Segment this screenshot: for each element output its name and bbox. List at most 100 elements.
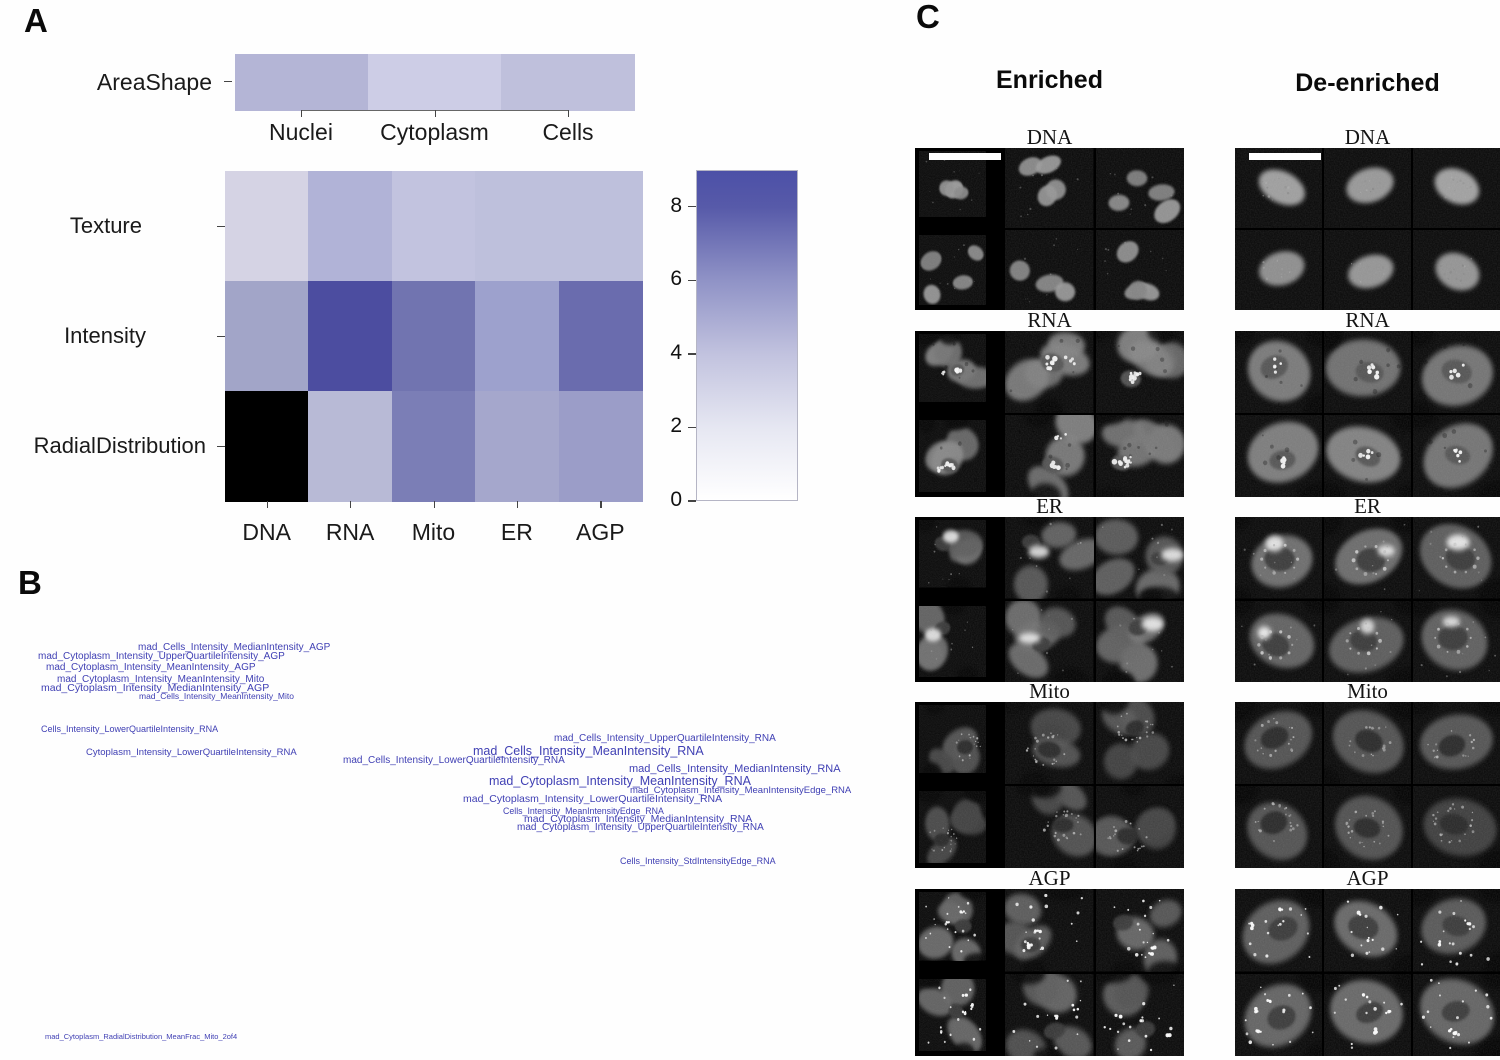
feature-word: Cells_Intensity_LowerQuartileIntensity_R… <box>41 724 219 734</box>
microscopy-image <box>1005 517 1094 599</box>
microscopy-image <box>1235 889 1322 972</box>
microscopy-image <box>1005 973 1094 1056</box>
microscopy-image <box>919 705 987 773</box>
microscopy-image <box>1413 889 1500 972</box>
heatmap-column-label: RNA <box>325 519 375 545</box>
heatmap-bottom-tick <box>266 501 269 508</box>
areashape-column-label: Cytoplasm <box>380 119 489 145</box>
heatmap-cell <box>475 171 560 282</box>
heatmap-left-tick <box>217 446 225 448</box>
microscopy-image <box>1005 600 1094 682</box>
microscopy-image <box>1413 517 1500 599</box>
microscopy-tile <box>1095 148 1184 228</box>
heatmap-column-label: AGP <box>576 519 625 545</box>
heatmap-bottom-tick <box>433 501 435 508</box>
panel-a-letter: A <box>24 2 48 39</box>
microscopy-tile <box>1235 702 1322 784</box>
microscopy-image <box>1413 786 1500 868</box>
microscopy-tile <box>1005 230 1094 310</box>
areashape-heatmap-cell <box>234 54 369 111</box>
channel-label: AGP <box>1346 866 1389 890</box>
microscopy-image <box>1095 973 1184 1056</box>
microscopy-tile <box>915 600 1004 682</box>
microscopy-tile <box>1413 973 1500 1056</box>
microscopy-image <box>1324 889 1411 972</box>
microscopy-image <box>1413 702 1500 784</box>
microscopy-tile <box>915 889 1004 972</box>
colorbar-tick <box>688 426 696 429</box>
microscopy-image <box>1235 331 1322 413</box>
microscopy-image <box>1324 331 1411 413</box>
microscopy-image <box>1324 973 1411 1056</box>
microscopy-image <box>1324 517 1411 599</box>
microscopy-tile <box>1324 517 1411 599</box>
microscopy-tile <box>1413 148 1500 228</box>
microscopy-tile <box>915 702 1004 784</box>
microscopy-image <box>1095 702 1184 784</box>
microscopy-tile <box>1095 889 1184 972</box>
microscopy-tile <box>1324 148 1411 228</box>
microscopy-image <box>919 791 987 863</box>
heatmap-left-tick <box>217 336 225 338</box>
microscopy-tile <box>1324 786 1411 868</box>
feature-word: mad_Cytoplasm_Intensity_MeanIntensity_Mi… <box>57 674 265 685</box>
microscopy-image <box>1095 600 1184 682</box>
channel-label: Mito <box>1347 679 1388 703</box>
microscopy-image <box>1324 230 1411 310</box>
colorbar-tick <box>688 353 696 355</box>
microscopy-image <box>1324 415 1411 497</box>
areashape-heatmap-cell <box>367 54 502 111</box>
areashape-bottom-tick <box>568 110 570 117</box>
heatmap-cell <box>475 281 560 392</box>
areashape-column-label: Cells <box>542 119 594 145</box>
channel-label: RNA <box>1027 308 1072 332</box>
microscopy-tile <box>1413 415 1500 497</box>
microscopy-block-mito-de-enriched <box>1235 702 1500 868</box>
microscopy-image <box>1095 786 1184 868</box>
microscopy-tile <box>1235 600 1322 682</box>
microscopy-tile <box>1413 517 1500 599</box>
microscopy-tile <box>915 415 1004 497</box>
heatmap-row-label: Intensity <box>64 323 146 348</box>
channel-label: Mito <box>1029 679 1070 703</box>
microscopy-tile <box>1095 517 1184 599</box>
microscopy-tile <box>1413 702 1500 784</box>
microscopy-image <box>1235 786 1322 868</box>
microscopy-tile <box>1235 148 1322 228</box>
colorbar-tick <box>688 279 696 282</box>
microscopy-image <box>1235 415 1322 497</box>
feature-word: mad_Cytoplasm_Intensity_LowerQuartileInt… <box>463 793 723 805</box>
heatmap-cell <box>308 171 393 282</box>
heatmap-cell <box>225 171 309 282</box>
microscopy-tile <box>1005 600 1094 682</box>
microscopy-tile <box>1413 600 1500 682</box>
microscopy-image <box>919 235 987 305</box>
microscopy-tile <box>1095 230 1184 310</box>
channel-label: DNA <box>1026 125 1073 149</box>
microscopy-image <box>1235 973 1322 1056</box>
colorbar-tick-label: 2 <box>670 414 682 438</box>
heatmap-bottom-tick <box>350 501 352 508</box>
heatmap-cell <box>308 391 393 502</box>
microscopy-image <box>1235 517 1322 599</box>
microscopy-block-er-de-enriched <box>1235 517 1500 682</box>
microscopy-tile <box>1413 230 1500 310</box>
panel-c-letter: C <box>916 0 940 35</box>
microscopy-tile <box>1324 331 1411 413</box>
channel-label: AGP <box>1028 866 1071 890</box>
microscopy-image <box>919 151 987 217</box>
microscopy-image <box>1005 786 1094 868</box>
microscopy-tile <box>1095 600 1184 682</box>
heatmap-row-label: RadialDistribution <box>33 433 206 458</box>
microscopy-image <box>1413 331 1500 413</box>
microscopy-tile <box>1324 702 1411 784</box>
microscopy-tile <box>915 148 1004 228</box>
feature-word: Cells_Intensity_StdIntensityEdge_RNA <box>620 856 776 866</box>
colorbar <box>696 170 798 501</box>
microscopy-image <box>1413 230 1500 310</box>
microscopy-image <box>919 605 987 677</box>
microscopy-image <box>1095 517 1184 599</box>
microscopy-block-agp-de-enriched <box>1235 889 1500 1056</box>
microscopy-image <box>1413 973 1500 1056</box>
microscopy-image <box>919 892 987 961</box>
